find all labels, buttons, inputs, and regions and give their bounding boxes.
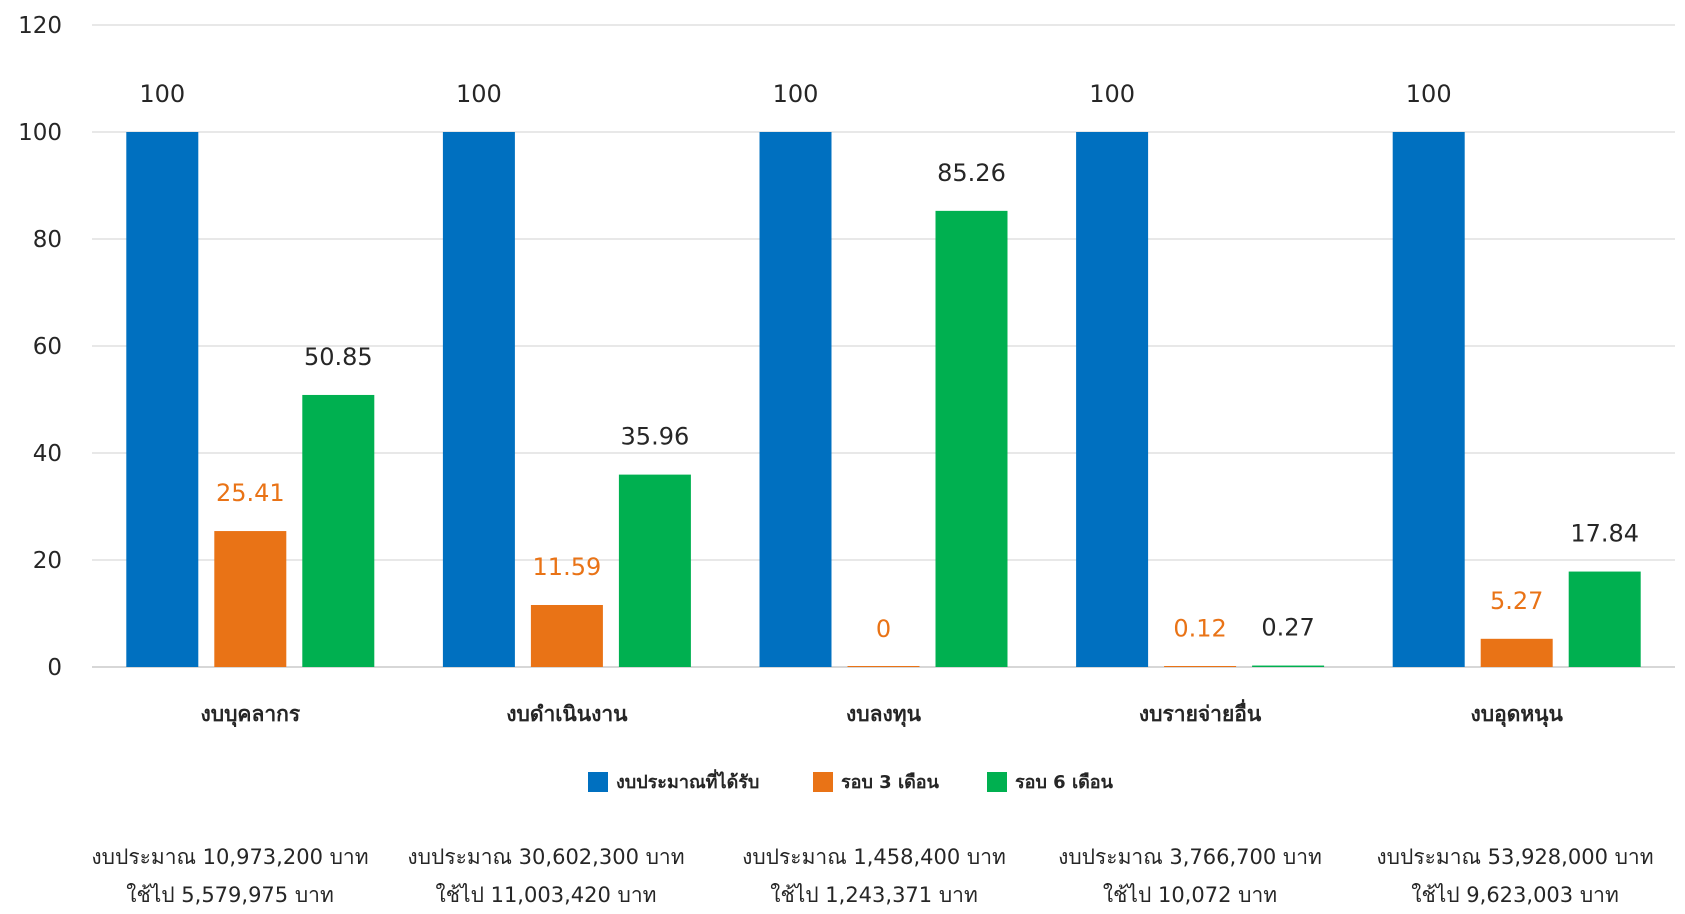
category-label: งบอุดหนุน bbox=[1471, 702, 1564, 728]
category-label: งบลงทุน bbox=[846, 702, 922, 728]
bar bbox=[759, 132, 832, 667]
data-label: 17.84 bbox=[1570, 520, 1639, 548]
budget-note-1: งบประมาณ 10,973,200 บาท ใช้ไป 5,579,975 … bbox=[70, 838, 390, 914]
data-label: 100 bbox=[139, 80, 185, 108]
budget-note-5: งบประมาณ 53,928,000 บาท ใช้ไป 9,623,003 … bbox=[1355, 838, 1675, 914]
y-axis-tick-labels: 0 20 40 60 80 100 120 bbox=[18, 13, 62, 681]
bar bbox=[1164, 666, 1237, 667]
data-label: 0.12 bbox=[1173, 614, 1226, 642]
budget-note-used: ใช้ไป 5,579,975 บาท bbox=[126, 883, 334, 907]
budget-note-amount: งบประมาณ 30,602,300 บาท bbox=[407, 845, 685, 869]
legend-swatch bbox=[813, 772, 833, 792]
bar bbox=[1076, 132, 1149, 667]
bar bbox=[1568, 571, 1641, 667]
data-label: 100 bbox=[456, 80, 502, 108]
y-tick-label: 0 bbox=[47, 655, 62, 681]
data-label: 25.41 bbox=[216, 479, 285, 507]
budget-note-amount: งบประมาณ 10,973,200 บาท bbox=[91, 845, 369, 869]
bar bbox=[302, 394, 375, 667]
y-tick-label: 20 bbox=[33, 548, 62, 574]
y-tick-label: 40 bbox=[33, 441, 62, 467]
legend-label: รอบ 3 เดือน bbox=[841, 772, 940, 793]
budget-note-amount: งบประมาณ 3,766,700 บาท bbox=[1058, 845, 1322, 869]
data-label: 11.59 bbox=[533, 553, 602, 581]
legend-label: งบประมาณที่ได้รับ bbox=[616, 769, 759, 793]
legend-swatch bbox=[588, 772, 608, 792]
category-label: งบบุคลากร bbox=[200, 702, 300, 728]
bar bbox=[214, 531, 287, 667]
bar bbox=[530, 604, 603, 667]
data-label: 100 bbox=[1089, 80, 1135, 108]
data-label: 35.96 bbox=[621, 423, 690, 451]
bar bbox=[847, 666, 920, 667]
bar-chart: 0 20 40 60 80 100 120 100 25.41 50.85 100 11.59 35.… bbox=[18, 13, 1675, 793]
budget-note-used: ใช้ไป 11,003,420 บาท bbox=[435, 883, 657, 907]
bar bbox=[1480, 638, 1553, 667]
budget-note-2: งบประมาณ 30,602,300 บาท ใช้ไป 11,003,420… bbox=[386, 838, 706, 914]
data-label: 5.27 bbox=[1490, 587, 1543, 615]
budget-note-4: งบประมาณ 3,766,700 บาท ใช้ไป 10,072 บาท bbox=[1030, 838, 1350, 914]
data-label: 100 bbox=[773, 80, 819, 108]
y-tick-label: 100 bbox=[18, 120, 62, 146]
legend-label: รอบ 6 เดือน bbox=[1015, 772, 1114, 793]
y-tick-label: 120 bbox=[18, 13, 62, 39]
legend: งบประมาณที่ได้รับ รอบ 3 เดือน รอบ 6 เดือน bbox=[588, 769, 1114, 793]
legend-swatch bbox=[987, 772, 1007, 792]
data-label: 85.26 bbox=[937, 159, 1006, 187]
bar bbox=[126, 132, 199, 667]
bar bbox=[442, 132, 515, 667]
bars bbox=[126, 132, 1641, 667]
budget-note-used: ใช้ไป 9,623,003 บาท bbox=[1411, 883, 1619, 907]
budget-note-used: ใช้ไป 10,072 บาท bbox=[1102, 883, 1278, 907]
bar bbox=[618, 474, 691, 667]
budget-note-used: ใช้ไป 1,243,371 บาท bbox=[770, 883, 978, 907]
budget-note-amount: งบประมาณ 53,928,000 บาท bbox=[1376, 845, 1654, 869]
data-labels: 100 25.41 50.85 100 11.59 35.96 100 0 85.26 100 0.… bbox=[139, 80, 1639, 643]
y-tick-label: 80 bbox=[33, 227, 62, 253]
data-label: 50.85 bbox=[304, 343, 373, 371]
category-label: งบดำเนินงาน bbox=[506, 702, 628, 726]
category-label: งบรายจ่ายอื่น bbox=[1139, 698, 1262, 726]
y-tick-label: 60 bbox=[33, 334, 62, 360]
bar bbox=[1392, 132, 1465, 667]
data-label: 0.27 bbox=[1261, 614, 1314, 642]
bar bbox=[935, 210, 1008, 667]
category-labels: งบบุคลากร งบดำเนินงาน งบลงทุน งบรายจ่ายอื่น… bbox=[200, 698, 1563, 728]
bar bbox=[1252, 665, 1325, 667]
budget-note-3: งบประมาณ 1,458,400 บาท ใช้ไป 1,243,371 บ… bbox=[714, 838, 1034, 914]
budget-note-amount: งบประมาณ 1,458,400 บาท bbox=[742, 845, 1006, 869]
data-label: 0 bbox=[876, 615, 891, 643]
data-label: 100 bbox=[1406, 80, 1452, 108]
